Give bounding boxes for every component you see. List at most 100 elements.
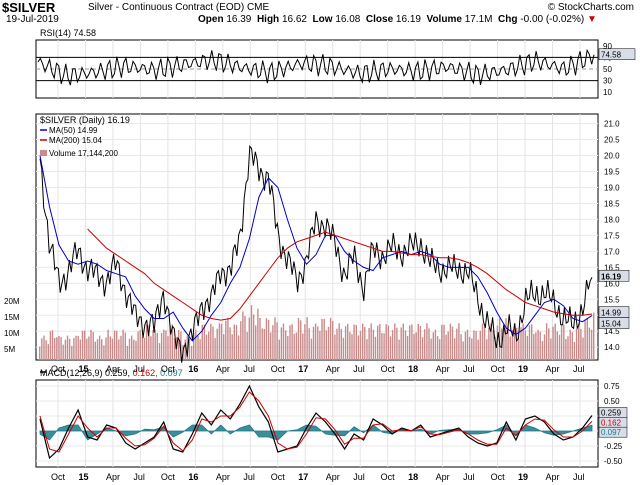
volume-bar xyxy=(537,329,539,360)
volume-bar xyxy=(573,342,576,360)
volume-bar xyxy=(90,329,92,360)
volume-bar xyxy=(454,338,456,360)
volume-bar xyxy=(246,332,248,360)
volume-bar xyxy=(475,330,477,360)
x-tick-label: 19 xyxy=(518,472,528,482)
volume-bar xyxy=(124,332,126,360)
volume-bar xyxy=(81,330,84,360)
volume-bar xyxy=(105,337,107,360)
high-value: 16.62 xyxy=(281,14,307,25)
volume-bar xyxy=(148,325,150,360)
macd-legend-prefix: MACD(12,26,9) xyxy=(40,368,105,378)
volume-bar xyxy=(62,344,64,360)
volume-bar xyxy=(317,326,319,360)
volume-bar xyxy=(180,331,182,360)
x-tick-label: Apr xyxy=(106,472,120,482)
volume-bar xyxy=(509,336,511,360)
volume-bar xyxy=(488,327,490,360)
price-panel-frame xyxy=(35,113,599,361)
volume-bar xyxy=(270,332,272,360)
legend-entry: Volume 17,144,200 xyxy=(49,149,118,158)
volume-bar xyxy=(473,330,475,360)
volume-bar xyxy=(550,338,552,360)
volume-bar xyxy=(216,328,218,360)
volume-bar xyxy=(160,332,163,360)
macd-tick-label: 0.50 xyxy=(604,397,620,406)
volume-bar xyxy=(586,317,588,360)
volume-bar xyxy=(545,323,548,360)
volume-bar xyxy=(291,324,293,360)
volume-bar xyxy=(582,337,584,360)
volume-bar xyxy=(214,338,216,360)
rsi-tick-label: 50 xyxy=(603,65,612,74)
price-line xyxy=(39,144,593,363)
x-tick-label: Apr xyxy=(326,472,340,482)
chg-value: -0.00 (-0.02%) xyxy=(520,14,585,25)
volume-bar xyxy=(306,317,308,360)
volume-bar xyxy=(394,323,396,360)
price-current-label: 16.19 xyxy=(601,272,622,281)
price-tick-label: 17.0 xyxy=(604,247,620,256)
volume-bar xyxy=(588,327,591,360)
volume-bar xyxy=(483,327,486,360)
volume-bar xyxy=(409,325,411,360)
volume-bar xyxy=(173,338,176,360)
volume-bar xyxy=(575,328,578,360)
volume-bar xyxy=(197,336,199,360)
brand-label[interactable]: © StockCharts.com xyxy=(547,2,634,13)
x-tick-label: Oct xyxy=(271,472,286,482)
price-tick-label: 20.0 xyxy=(604,152,620,161)
price-tick-label: 19.0 xyxy=(604,183,620,192)
volume-bar xyxy=(477,339,479,360)
volume-bar xyxy=(494,336,496,360)
volume-bar xyxy=(541,341,544,360)
open-value: 16.39 xyxy=(226,14,252,25)
x-tick-label-mid: Apr xyxy=(106,364,120,374)
price-current-label-box xyxy=(598,270,630,282)
price-tick-label: 18.0 xyxy=(604,215,620,224)
volume-bar xyxy=(543,334,546,360)
volume-bar xyxy=(432,332,434,360)
volume-bar xyxy=(590,329,593,360)
volume-bar xyxy=(203,324,206,360)
volume-bar xyxy=(169,325,171,360)
volume-bar xyxy=(522,323,524,360)
volume-bar xyxy=(424,329,426,360)
volume-bar xyxy=(319,330,321,360)
volume-label: Volume xyxy=(426,14,462,25)
volume-bar xyxy=(402,323,404,360)
volume-bar xyxy=(43,335,45,360)
x-tick-label-mid: 19 xyxy=(518,364,528,374)
volume-bar xyxy=(293,333,295,360)
volume-tick-label: 15M xyxy=(4,313,20,322)
volume-bar xyxy=(535,332,537,360)
volume-bar xyxy=(156,333,158,360)
volume-bar xyxy=(184,339,186,360)
quote-date: 19-Jul-2019 xyxy=(6,14,59,25)
volume-bar xyxy=(98,335,101,360)
price-tick-label: 19.5 xyxy=(604,168,620,177)
volume-bar xyxy=(428,328,430,360)
volume-bar xyxy=(445,334,447,360)
volume-bar xyxy=(195,329,197,360)
volume-bar xyxy=(210,323,212,360)
volume-bar xyxy=(58,336,60,360)
volume-bar xyxy=(439,339,441,360)
volume-bar xyxy=(460,334,462,360)
volume-bar xyxy=(329,317,332,360)
volume-bar xyxy=(353,324,355,360)
volume-bar xyxy=(342,337,345,360)
rsi-current-label: 74.58 xyxy=(601,51,622,60)
open-label: Open xyxy=(198,14,224,25)
volume-bar xyxy=(240,321,242,360)
volume-bar xyxy=(250,305,253,360)
volume-bar xyxy=(310,338,313,360)
price-current-label: 15.04 xyxy=(601,320,622,329)
volume-bar xyxy=(186,335,188,360)
volume-bar xyxy=(103,345,105,360)
volume-bar xyxy=(419,326,422,360)
volume-bar xyxy=(255,325,257,360)
rsi-tick-label: 30 xyxy=(603,77,612,86)
